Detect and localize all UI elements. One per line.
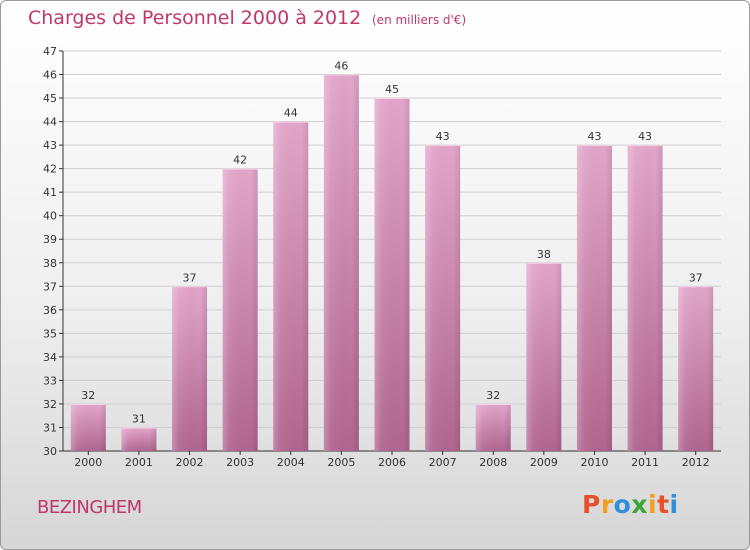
logo-letter: o — [613, 490, 632, 519]
x-tick-label: 2009 — [530, 456, 558, 469]
data-label: 43 — [638, 130, 652, 143]
x-tick-label: 2006 — [378, 456, 406, 469]
x-tick-label: 2003 — [226, 456, 254, 469]
bar-shine — [172, 286, 208, 451]
y-tick-label: 45 — [43, 92, 57, 105]
logo-letter: P — [582, 490, 601, 519]
bars — [70, 74, 714, 452]
y-tick-label: 43 — [43, 139, 57, 152]
chart-unit-note: (en milliers d'€) — [372, 13, 467, 27]
logo-letter: r — [600, 490, 614, 519]
x-tick-label: 2002 — [176, 456, 204, 469]
y-tick-label: 35 — [43, 327, 57, 340]
bar-shine — [678, 286, 714, 451]
y-tick-label: 42 — [43, 163, 57, 176]
x-tick-label: 2004 — [277, 456, 305, 469]
data-label: 42 — [233, 154, 247, 167]
logo-letter: x — [631, 490, 648, 519]
data-label: 43 — [436, 130, 450, 143]
y-tick-label: 30 — [43, 445, 57, 458]
data-label: 32 — [81, 389, 95, 402]
x-tick-label: 2005 — [327, 456, 355, 469]
logo-letter: i — [648, 490, 658, 519]
bar-shine — [374, 98, 410, 451]
y-tick-label: 37 — [43, 280, 57, 293]
x-tick-label: 2008 — [479, 456, 507, 469]
y-tick-label: 33 — [43, 374, 57, 387]
x-tick-label: 2000 — [74, 456, 102, 469]
bar-shine — [475, 403, 511, 451]
bar-shine — [576, 145, 612, 451]
data-labels: 32 31 37 42 44 46 45 43 32 38 43 43 37 — [81, 60, 702, 426]
data-label: 46 — [334, 60, 348, 73]
data-label: 38 — [537, 248, 551, 261]
y-tick-label: 36 — [43, 304, 57, 317]
y-tick-label: 40 — [43, 210, 57, 223]
y-tick-label: 32 — [43, 398, 57, 411]
bar-shine — [323, 74, 359, 451]
bar-shine — [627, 145, 663, 451]
logo-letter: i — [669, 490, 679, 519]
x-tick-label: 2007 — [429, 456, 457, 469]
y-tick-label: 41 — [43, 186, 57, 199]
bar-shine — [70, 403, 106, 451]
x-tick-label: 2011 — [631, 456, 659, 469]
bar-shine — [222, 168, 258, 451]
y-tick-label: 46 — [43, 69, 57, 82]
bar-shine — [273, 121, 309, 452]
data-label: 37 — [183, 271, 197, 284]
x-tick-label: 2010 — [580, 456, 608, 469]
y-tick-label: 47 — [43, 45, 57, 58]
y-tick-label: 34 — [43, 351, 57, 364]
city-name: BEZINGHEM — [37, 497, 142, 518]
data-label: 44 — [284, 107, 298, 120]
data-label: 45 — [385, 83, 399, 96]
y-tick-label: 44 — [43, 116, 57, 129]
data-label: 31 — [132, 412, 146, 425]
bar-shine — [121, 427, 157, 451]
y-tick-label: 31 — [43, 421, 57, 434]
y-tick-label: 39 — [43, 233, 57, 246]
data-label: 37 — [689, 271, 703, 284]
data-label: 32 — [486, 389, 500, 402]
bar-shine — [425, 145, 461, 451]
chart-title: Charges de Personnel 2000 à 2012 — [28, 7, 362, 29]
logo-letter: t — [657, 490, 670, 519]
x-tick-label: 2001 — [125, 456, 153, 469]
data-label: 43 — [587, 130, 601, 143]
x-tick-label: 2012 — [682, 456, 710, 469]
proxiti-logo: Proxiti — [582, 490, 679, 519]
y-tick-label: 38 — [43, 257, 57, 270]
bar-shine — [526, 262, 562, 451]
